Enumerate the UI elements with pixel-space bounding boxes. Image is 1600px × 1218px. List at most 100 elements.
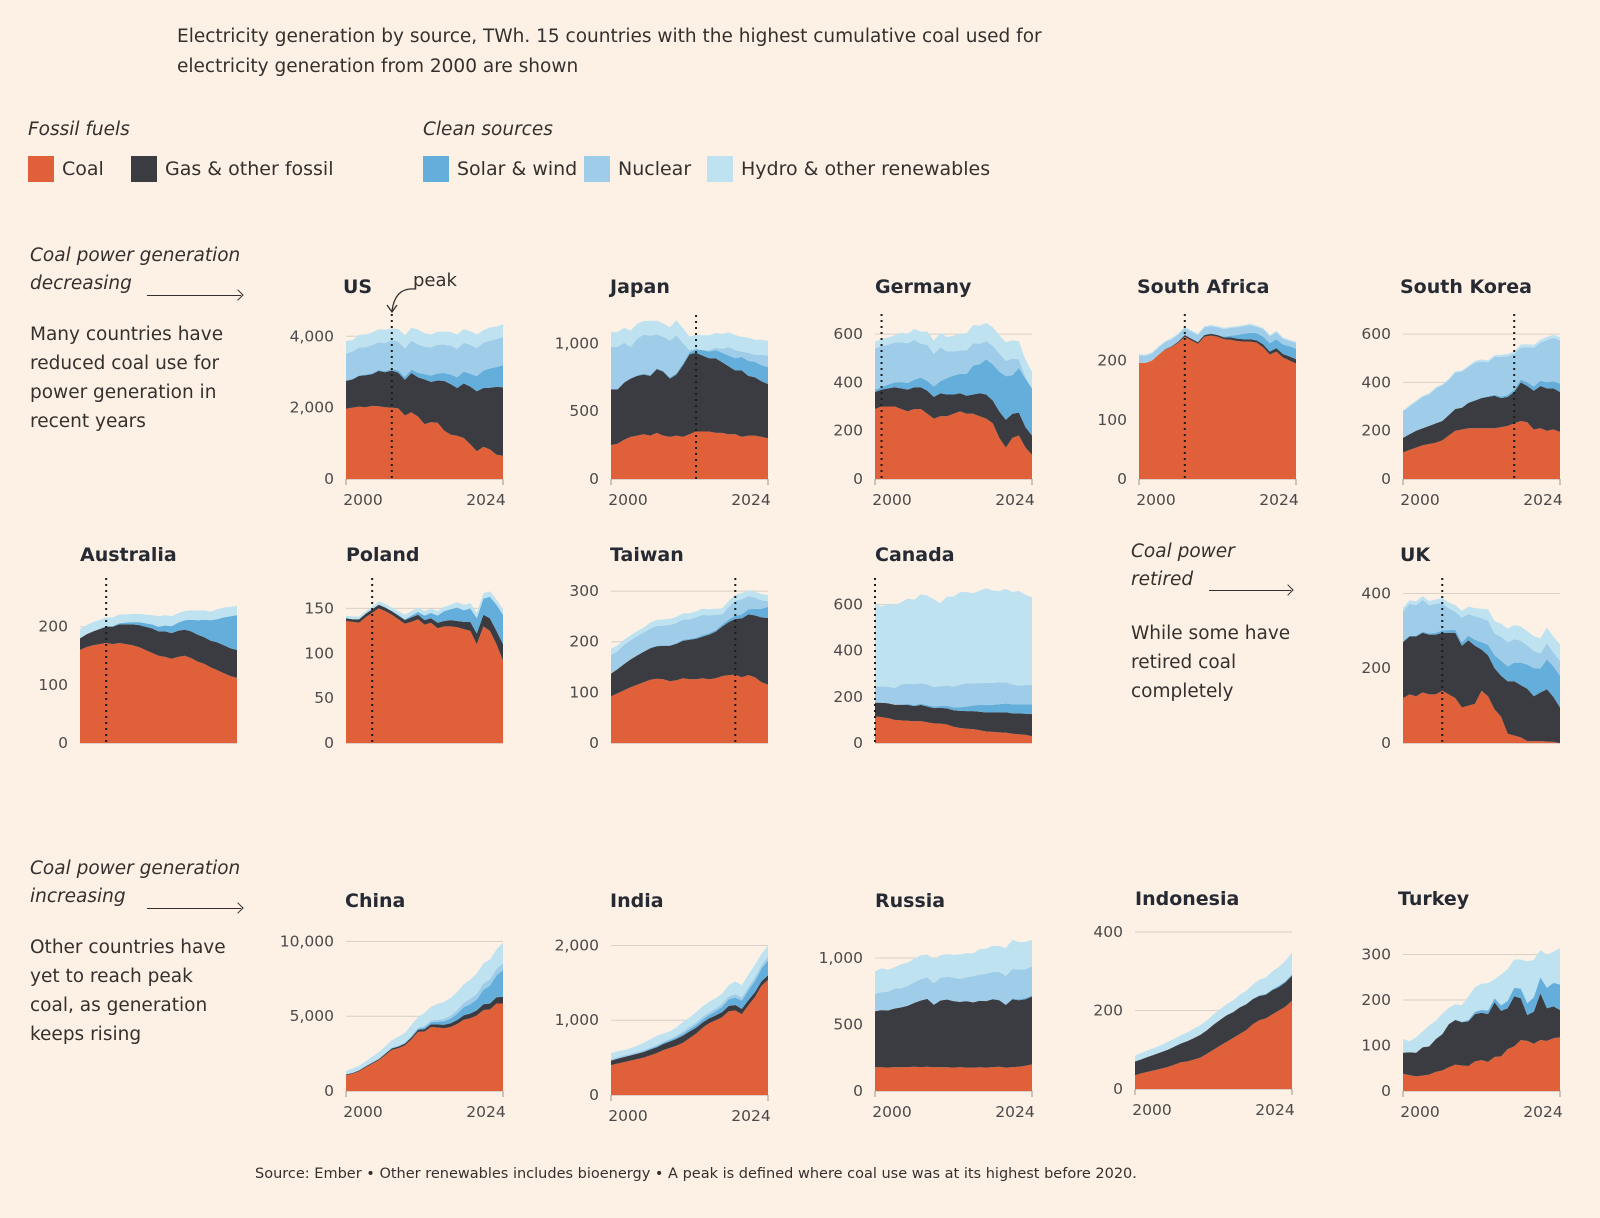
indonesia-ytick-label-1: 200 <box>1093 1002 1123 1020</box>
legend-item-nuclear: Nuclear <box>584 156 691 182</box>
south-korea-ytick-label-0: 0 <box>1381 470 1391 488</box>
china-ytick-label-2: 10,000 <box>280 932 334 950</box>
uk-area-solarwind <box>1403 629 1560 708</box>
uk-ytick-label-2: 400 <box>1361 584 1391 602</box>
legend-label-hydro: Hydro & other renewables <box>741 158 991 180</box>
japan-area-gas <box>611 352 768 446</box>
taiwan-area-gas <box>611 614 768 697</box>
panel-title-poland: Poland <box>346 544 420 566</box>
china-area-gas <box>346 996 503 1076</box>
legend-swatch-hydro <box>707 156 733 182</box>
india-ytick-label-2: 2,000 <box>555 936 599 954</box>
poland-ytick-label-0: 0 <box>324 734 334 752</box>
panel-title-indonesia: Indonesia <box>1135 888 1240 910</box>
australia-area-solarwind <box>80 615 237 650</box>
canada-ytick-label-3: 600 <box>833 595 863 613</box>
south-africa-area-nuclear <box>1139 325 1296 363</box>
panel-title-germany: Germany <box>875 276 972 298</box>
japan-area-solarwind <box>611 349 768 390</box>
legend-clean-title: Clean sources <box>423 119 553 140</box>
panel-turkey: 0 100 200 300 2000 2024 <box>1361 945 1562 1121</box>
canada-ytick-label-1: 200 <box>833 688 863 706</box>
canada-area-hydro <box>875 588 1032 688</box>
russia-area-coal <box>875 1064 1032 1091</box>
panel-title-india: India <box>610 890 664 912</box>
section-increasing-title: Coal power generation increasing <box>30 855 240 911</box>
section-decreasing-arrow <box>147 295 241 296</box>
panel-taiwan: 0 100 200 300 <box>569 578 768 752</box>
panel-poland: 0 50 100 150 <box>304 578 503 752</box>
section-increasing-desc: Other countries have yet to reach peak c… <box>30 937 226 1045</box>
panel-china: 0 5,000 10,000 2000 2024 <box>280 932 506 1121</box>
canada-area-coal <box>875 716 1032 743</box>
legend-swatch-gas <box>131 156 157 182</box>
china-ytick-label-1: 5,000 <box>290 1007 334 1025</box>
turkey-ytick-label-0: 0 <box>1381 1082 1391 1100</box>
legend-label-nuclear: Nuclear <box>618 158 692 180</box>
panel-indonesia: 0 200 400 2000 2024 <box>1093 923 1294 1119</box>
legend-item-gas: Gas & other fossil <box>131 156 334 182</box>
japan-xtick-label-0: 2000 <box>608 491 647 509</box>
us-xtick-label-1: 2024 <box>466 491 505 509</box>
canada-ytick-label-0: 0 <box>853 734 863 752</box>
south-korea-xtick-label-1: 2024 <box>1523 491 1562 509</box>
australia-ytick-label-1: 100 <box>38 676 68 694</box>
germany-area-gas <box>875 387 1032 455</box>
panel-title-south-korea: South Korea <box>1400 276 1533 298</box>
legend-fossil-title: Fossil fuels <box>28 119 130 140</box>
section-decreasing-title-line2: decreasing <box>30 273 132 294</box>
taiwan-area-nuclear <box>611 596 768 674</box>
south-africa-xtick-label-1: 2024 <box>1259 491 1298 509</box>
india-area-coal <box>611 979 768 1095</box>
us-ytick-label-0: 0 <box>324 470 334 488</box>
south-korea-ytick-label-1: 200 <box>1361 422 1391 440</box>
legend-label-solar-wind: Solar & wind <box>457 158 578 180</box>
turkey-ytick-label-3: 300 <box>1361 945 1391 963</box>
uk-area-gas <box>1403 632 1560 743</box>
taiwan-ytick-label-0: 0 <box>589 734 599 752</box>
us-ytick-label-2: 4,000 <box>290 327 334 345</box>
legend-swatch-solar-wind <box>423 156 449 182</box>
russia-xtick-label-0: 2000 <box>872 1103 911 1121</box>
south-korea-area-gas <box>1403 382 1560 453</box>
panel-south-africa: 0 100 200 2000 2024 <box>1097 314 1299 509</box>
panel-germany: 0 200 400 600 2000 2024 <box>833 314 1035 509</box>
taiwan-area-hydro <box>611 590 768 655</box>
japan-ytick-label-2: 1,000 <box>555 334 599 352</box>
turkey-ytick-label-1: 100 <box>1361 1036 1391 1054</box>
japan-area-hydro <box>611 320 768 356</box>
indonesia-area-coal <box>1135 1000 1292 1089</box>
panel-title-turkey: Turkey <box>1398 888 1470 910</box>
indonesia-ytick-label-0: 0 <box>1113 1080 1123 1098</box>
russia-ytick-label-1: 500 <box>833 1015 863 1033</box>
germany-ytick-label-0: 0 <box>853 470 863 488</box>
south-korea-ytick-label-3: 600 <box>1361 325 1391 343</box>
uk-area-nuclear <box>1403 599 1560 676</box>
panel-title-australia: Australia <box>80 544 177 566</box>
south-korea-area-nuclear <box>1403 337 1560 438</box>
section-retired-desc: While some have retired coal completely <box>1131 623 1291 702</box>
taiwan-ytick-label-1: 100 <box>569 683 599 701</box>
japan-area-nuclear <box>611 334 768 390</box>
us-xtick-label-0: 2000 <box>343 491 382 509</box>
poland-area-coal <box>346 608 503 743</box>
turkey-xtick-label-0: 2000 <box>1400 1103 1439 1121</box>
uk-ytick-label-1: 200 <box>1361 659 1391 677</box>
south-africa-xtick-label-0: 2000 <box>1136 491 1175 509</box>
taiwan-area-solarwind <box>611 606 768 674</box>
panel-title-japan: Japan <box>610 276 670 298</box>
panel-south-korea: 0 200 400 600 2000 2024 <box>1361 314 1563 509</box>
peak-annotation: peak <box>413 270 457 291</box>
section-retired-arrow <box>1209 590 1291 591</box>
canada-area-gas <box>875 702 1032 737</box>
germany-area-nuclear <box>875 339 1032 390</box>
us-area-solarwind <box>346 365 503 392</box>
russia-xtick-label-1: 2024 <box>995 1103 1034 1121</box>
panel-india: 0 1,000 2,000 2000 2024 <box>555 936 771 1125</box>
poland-area-solarwind <box>346 596 503 645</box>
section-decreasing-title-line1: Coal power generation <box>30 245 241 266</box>
poland-ytick-label-3: 150 <box>304 599 334 617</box>
poland-ytick-label-2: 100 <box>304 644 334 662</box>
chart-footer: Source: Ember • Other renewables include… <box>255 1166 1137 1182</box>
